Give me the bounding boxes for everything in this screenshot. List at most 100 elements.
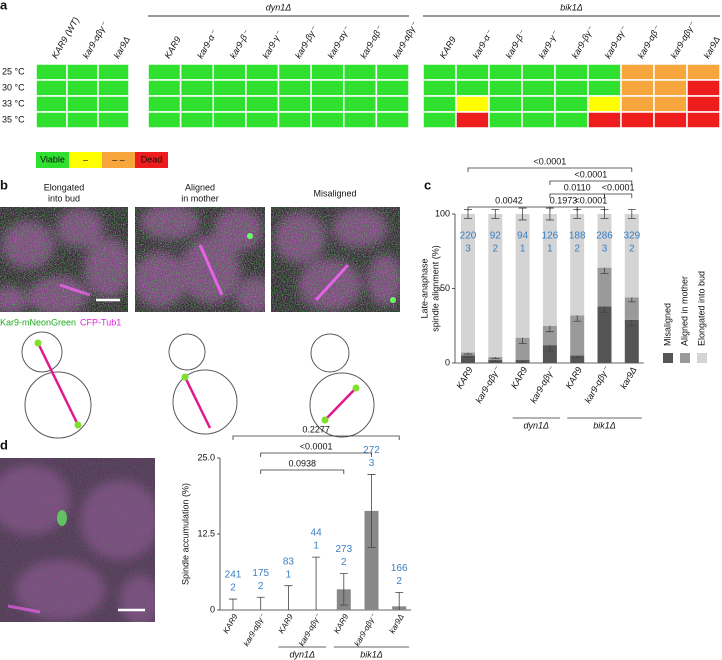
growth-cell <box>277 111 312 129</box>
growth-cell <box>35 79 68 97</box>
n-cells: 241 <box>225 570 242 581</box>
error-bar <box>229 598 237 610</box>
growth-cell <box>587 95 622 113</box>
growth-cell <box>245 63 280 81</box>
n-cells: 220 <box>460 231 477 242</box>
error-bar <box>256 596 265 610</box>
growth-cell <box>554 111 589 129</box>
comparison-bracket <box>549 180 633 185</box>
strain-label: kar9-αβγ⁻ <box>81 19 110 60</box>
comparison-label: 0.0042 <box>495 195 523 205</box>
legend-label: Aligned in mother <box>679 276 689 346</box>
x-tick-label: KAR9 <box>332 612 351 635</box>
growth-cell <box>97 95 130 113</box>
legend-swatch <box>697 353 707 363</box>
growth-cell <box>422 111 457 129</box>
strain-label: kar9-αγ⁻ <box>603 24 630 60</box>
bar-segment <box>570 315 585 356</box>
group-label: dyn1Δ <box>266 2 292 12</box>
bar-segment <box>570 214 585 316</box>
n-replicates: 1 <box>313 541 319 552</box>
growth-cell <box>554 79 589 97</box>
comparison-label: <0.0001 <box>534 156 567 166</box>
n-replicates: 3 <box>369 458 375 469</box>
growth-cell <box>343 95 378 113</box>
growth-cell <box>277 63 312 81</box>
strain-label: KAR9 <box>438 35 458 60</box>
strain-label: kar9-αβ⁻ <box>636 23 663 60</box>
n-cells: 94 <box>517 231 529 242</box>
panel-label: b <box>0 177 8 192</box>
micrograph <box>0 458 155 622</box>
growth-cell <box>179 111 214 129</box>
x-tick-label: kar9-αβγ⁻ <box>352 612 378 648</box>
growth-cell <box>212 79 247 97</box>
bar-segment <box>597 267 612 307</box>
growth-cell <box>179 95 214 113</box>
growth-cell <box>310 111 345 129</box>
legend-swatch <box>36 152 69 168</box>
cell-diagram <box>309 333 375 438</box>
growth-cell <box>66 63 99 81</box>
group-label: dyn1Δ <box>289 649 315 659</box>
y-tick-label: 0 <box>445 357 450 367</box>
growth-cell <box>587 111 622 129</box>
x-tick-label: kar9-αβγ⁻ <box>242 612 268 648</box>
bar <box>364 510 379 610</box>
n-replicates: 2 <box>574 244 580 255</box>
growth-cell <box>66 111 99 129</box>
micrograph <box>271 207 400 312</box>
comparison-label: 0.0110 <box>564 182 591 192</box>
growth-cell <box>686 111 721 129</box>
bar-segment <box>515 214 530 338</box>
growth-cell <box>147 111 182 129</box>
strain-label: kar9-αγ⁻ <box>326 24 353 60</box>
comparison-bracket <box>576 206 605 211</box>
growth-cell <box>488 95 523 113</box>
error-bar <box>339 573 348 606</box>
stain-label: Kar9-mNeonGreen <box>0 317 76 327</box>
strain-label: kar9-β⁻ <box>504 28 528 60</box>
legend-swatch <box>69 152 102 168</box>
panel-label: a <box>0 0 8 12</box>
n-cells: 175 <box>252 568 269 579</box>
growth-cell <box>277 79 312 97</box>
growth-cell <box>147 79 182 97</box>
n-cells: 273 <box>335 544 352 555</box>
bar-segment <box>542 214 557 326</box>
n-replicates: 2 <box>396 576 402 587</box>
growth-cell <box>245 95 280 113</box>
growth-cell <box>488 63 523 81</box>
bar-segment <box>597 214 612 268</box>
growth-cell <box>375 79 410 97</box>
comparison-label: 0.1973 <box>550 195 578 205</box>
legend-label: Elongated into bud <box>696 271 706 346</box>
comparison-label: <0.0001 <box>602 182 635 192</box>
comparison-label: <0.0001 <box>574 195 607 205</box>
comparison-bracket <box>467 167 633 172</box>
x-tick-label: kar9Δ <box>387 613 405 636</box>
growth-cell <box>212 95 247 113</box>
strain-label: kar9-α⁻ <box>195 28 219 60</box>
n-replicates: 3 <box>602 244 608 255</box>
comparison-bracket <box>260 452 372 457</box>
n-cells: 92 <box>490 231 502 242</box>
growth-cell <box>653 111 688 129</box>
strain-label: kar9-αβγ⁻ <box>391 19 420 60</box>
legend-label: Dead <box>141 154 163 164</box>
x-tick-label: kar9Δ <box>618 365 638 390</box>
bar-segment <box>570 355 585 363</box>
n-replicates: 2 <box>629 244 635 255</box>
growth-cell <box>653 79 688 97</box>
growth-cell <box>686 79 721 97</box>
growth-cell <box>343 63 378 81</box>
bar-segment <box>624 214 639 298</box>
growth-cell <box>488 79 523 97</box>
growth-cell <box>620 63 655 81</box>
error-bar <box>284 585 293 610</box>
growth-cell <box>245 111 280 129</box>
growth-cell <box>554 95 589 113</box>
growth-cell <box>66 95 99 113</box>
